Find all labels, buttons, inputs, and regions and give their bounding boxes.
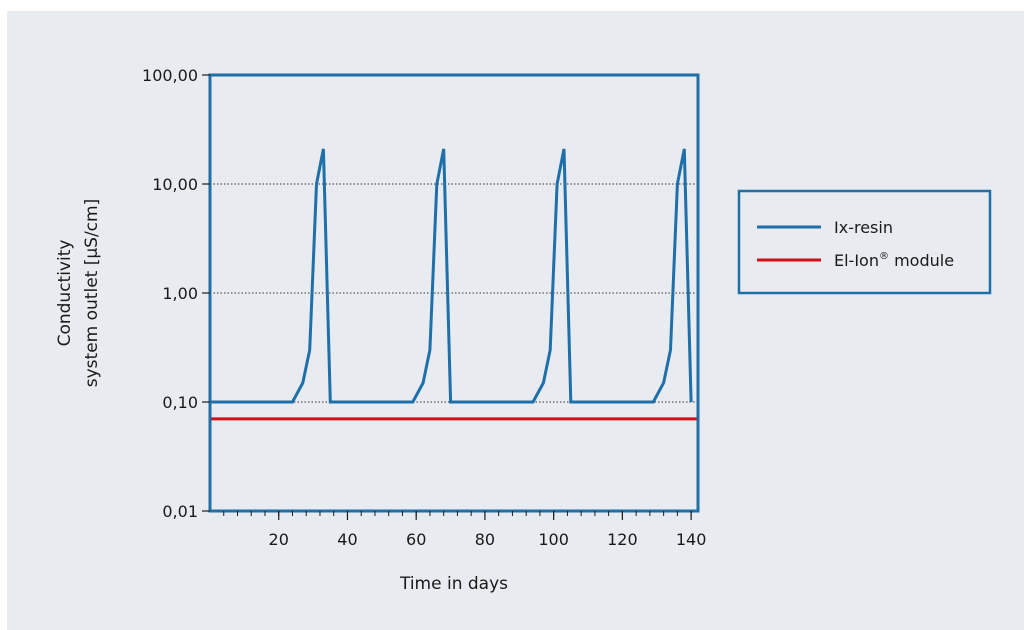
x-tick-label: 60	[406, 530, 426, 549]
legend-label-el-ion-suffix: module	[889, 251, 954, 270]
legend-box	[737, 189, 992, 295]
chart-panel	[7, 11, 1024, 630]
legend-label-el-ion-registered: ®	[879, 251, 889, 262]
x-tick-label: 120	[607, 530, 638, 549]
plot-frame	[208, 73, 700, 513]
x-axis-title: Time in days	[399, 574, 508, 594]
legend-label-el-ion-name: El-Ion	[834, 251, 879, 270]
y-axis-title: Conductivity system outlet [µS/cm]	[55, 199, 102, 387]
y-tick-label: 100,00	[142, 66, 198, 85]
y-tick-label: 10,00	[152, 175, 198, 194]
y-tick-label: 0,01	[162, 502, 198, 521]
axis-ticks	[202, 74, 692, 520]
x-tick-label: 20	[269, 530, 289, 549]
legend: Ix-resin El-Ion® module	[737, 189, 992, 295]
legend-label-ix-resin: Ix-resin	[834, 218, 893, 237]
legend-label-el-ion: El-Ion® module	[834, 251, 954, 270]
series-line-ix-resin	[210, 148, 693, 404]
x-tick-label: 80	[475, 530, 495, 549]
y-tick-label: 1,00	[162, 284, 198, 303]
gridlines	[210, 183, 698, 403]
y-axis-title-line1: Conductivity	[55, 240, 75, 347]
y-axis-title-line2: system outlet [µS/cm]	[82, 199, 102, 387]
y-tick-label: 0,10	[162, 393, 198, 412]
x-tick-label: 100	[538, 530, 569, 549]
x-tick-label: 40	[337, 530, 357, 549]
tick-labels: 100,00 10,00 1,00 0,10 0,01 20 40 60 80 100 120 140	[142, 66, 706, 549]
x-tick-label: 140	[676, 530, 707, 549]
series-layer	[210, 148, 698, 421]
